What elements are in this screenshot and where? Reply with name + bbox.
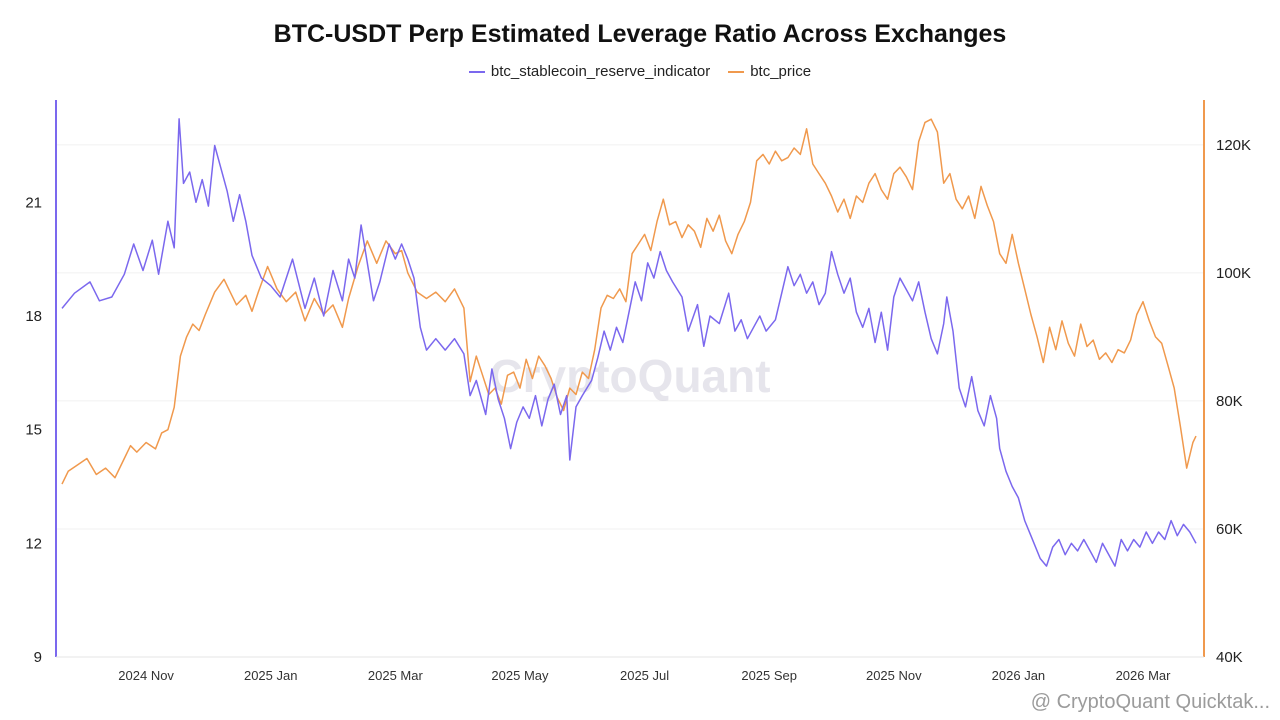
chart-title: BTC-USDT Perp Estimated Leverage Ratio A… [273, 20, 1007, 48]
right-tick-label: 80K [1216, 393, 1243, 410]
legend-swatch-btc-price [728, 70, 745, 73]
left-tick-label: 21 [25, 194, 42, 211]
series-line-btc-price[interactable] [61, 118, 1197, 485]
right-tick-label: 60K [1216, 521, 1243, 538]
right-tick-label: 40K [1216, 649, 1243, 666]
left-tick-label: 18 [25, 308, 42, 325]
footer-watermark: @ CryptoQuant Quicktak... [1030, 691, 1270, 713]
x-tick-label: 2025 Sep [741, 668, 797, 683]
x-tick-label: 2025 May [491, 668, 549, 683]
x-tick-label: 2026 Jan [992, 668, 1046, 683]
legend-swatch-reserve-indicator [468, 70, 485, 73]
gridlines [56, 144, 1204, 658]
legend-item-reserve-indicator[interactable]: btc_stablecoin_reserve_indicator [468, 63, 711, 80]
right-tick-label: 100K [1216, 265, 1251, 282]
left-axis-ticks: 9 12 15 18 21 [25, 194, 42, 666]
legend-label-reserve-indicator: btc_stablecoin_reserve_indicator [490, 63, 711, 80]
series-line-reserve-indicator[interactable] [61, 118, 1197, 567]
x-tick-label: 2026 Mar [1116, 668, 1172, 683]
x-tick-label: 2025 Jan [244, 668, 298, 683]
left-tick-label: 9 [34, 649, 42, 666]
legend-label-btc-price: btc_price [750, 63, 812, 80]
left-tick-label: 15 [25, 422, 42, 439]
watermark: CryptoQuant [489, 350, 770, 402]
x-tick-label: 2025 Jul [620, 668, 669, 683]
legend-item-btc-price[interactable]: btc_price [728, 63, 811, 80]
left-tick-label: 12 [25, 535, 42, 552]
right-tick-label: 120K [1216, 137, 1251, 154]
x-tick-label: 2024 Nov [118, 668, 174, 683]
x-tick-label: 2025 Mar [368, 668, 424, 683]
chart-legend: btc_stablecoin_reserve_indicator btc_pri… [0, 63, 1280, 80]
series-layer [61, 118, 1197, 567]
x-tick-label: 2025 Nov [866, 668, 922, 683]
right-axis-ticks: 40K 60K 80K 100K 120K [1216, 137, 1251, 666]
x-axis-ticks: 2024 Nov 2025 Jan 2025 Mar 2025 May 2025 Jul… [118, 668, 1171, 683]
